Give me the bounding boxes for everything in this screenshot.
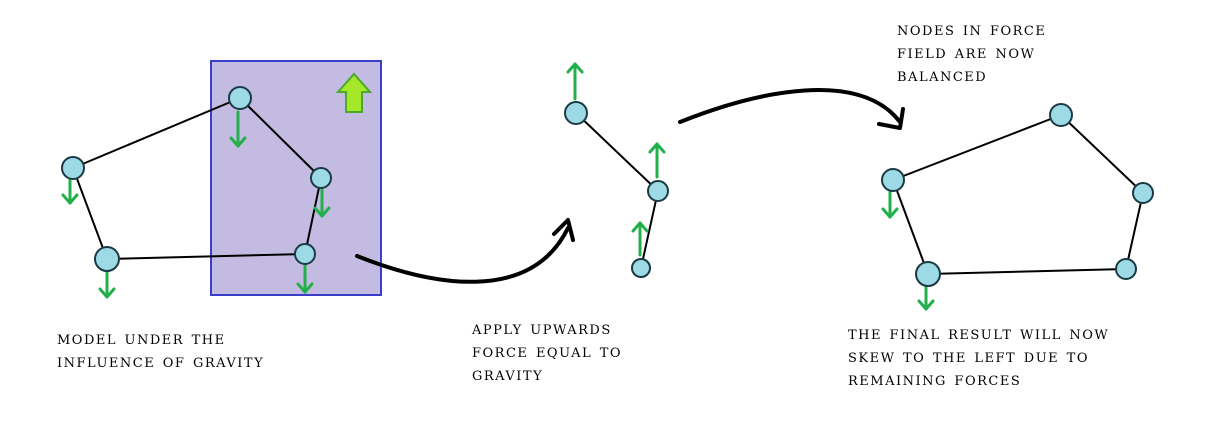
node: [881, 168, 905, 192]
arrow-down-icon: [61, 178, 79, 205]
node: [647, 180, 669, 202]
model-1-edges: [72, 97, 322, 260]
node: [228, 86, 252, 110]
flow-arrow-1: [355, 218, 575, 284]
arrow-up-icon: [566, 62, 584, 101]
arrow-down-icon: [229, 110, 247, 148]
caption-line: NODES IN FORCE: [897, 18, 1047, 40]
node: [1049, 103, 1073, 127]
model-3-edges: [892, 114, 1144, 275]
caption-step2: APPLY UPWARDS FORCE EQUAL TO GRAVITY: [472, 317, 622, 386]
node: [1132, 182, 1154, 204]
caption-line: SKEW TO THE LEFT DUE TO: [848, 345, 1090, 367]
node: [310, 167, 332, 189]
caption-line: THE FINAL RESULT WILL NOW: [848, 322, 1110, 344]
node: [94, 246, 120, 272]
node: [61, 156, 85, 180]
caption-line: FIELD ARE NOW: [897, 41, 1036, 63]
model-2-edges: [575, 112, 659, 269]
arrow-down-icon: [296, 264, 314, 294]
node: [915, 261, 941, 287]
caption-line: GRAVITY: [472, 363, 544, 385]
arrow-down-icon: [917, 285, 935, 311]
arrow-down-icon: [98, 270, 116, 299]
caption-step3-bottom: THE FINAL RESULT WILL NOW SKEW TO THE LE…: [848, 322, 1109, 391]
arrow-down-icon: [881, 190, 899, 219]
arrow-down-icon: [313, 188, 331, 218]
caption-line: INFLUENCE OF GRAVITY: [57, 350, 265, 372]
caption-line: BALANCED: [897, 64, 988, 86]
caption-line: APPLY UPWARDS: [472, 317, 612, 339]
node: [564, 101, 588, 125]
node: [1115, 258, 1137, 280]
flow-arrow-2: [678, 88, 905, 130]
caption-line: MODEL UNDER THE: [57, 327, 226, 349]
nodes: [61, 86, 1154, 287]
caption-step1: MODEL UNDER THE INFLUENCE OF GRAVITY: [57, 327, 264, 373]
arrow-up-icon: [648, 142, 666, 179]
caption-line: REMAINING FORCES: [848, 368, 1022, 390]
force-arrows: [61, 62, 935, 311]
node: [631, 258, 651, 278]
caption-step3-top: NODES IN FORCE FIELD ARE NOW BALANCED: [897, 18, 1046, 87]
up-arrow-icon: [335, 72, 373, 113]
caption-line: FORCE EQUAL TO: [472, 340, 623, 362]
arrow-up-icon: [631, 221, 649, 257]
node: [294, 243, 316, 265]
